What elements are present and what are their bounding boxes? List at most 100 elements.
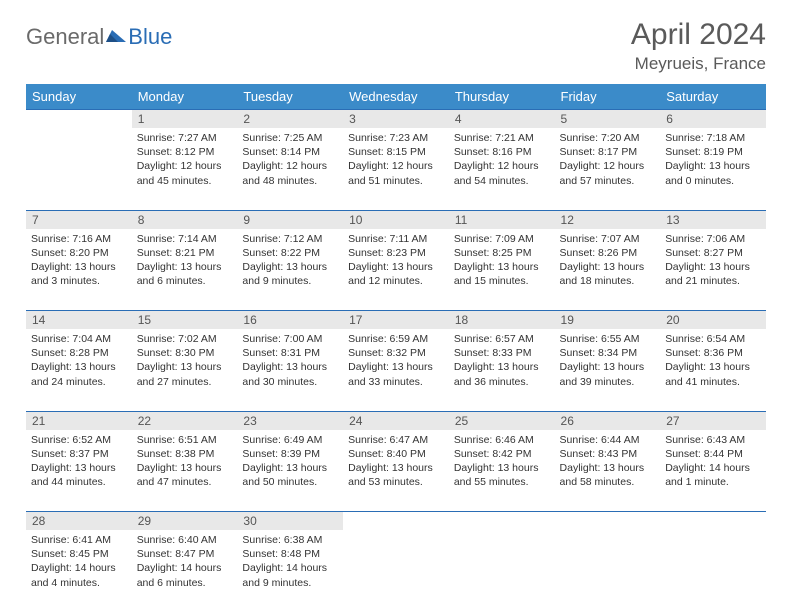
day-content: Sunrise: 6:43 AMSunset: 8:44 PMDaylight:…	[660, 430, 766, 496]
day-number-cell: 26	[555, 411, 661, 430]
weekday-header: Tuesday	[237, 84, 343, 110]
day-number-cell: 13	[660, 210, 766, 229]
day-number-cell: 20	[660, 311, 766, 330]
day-content: Sunrise: 7:11 AMSunset: 8:23 PMDaylight:…	[343, 229, 449, 295]
sunrise-text: Sunrise: 6:46 AM	[454, 433, 550, 447]
day-number-cell: 24	[343, 411, 449, 430]
day-cell: Sunrise: 6:47 AMSunset: 8:40 PMDaylight:…	[343, 430, 449, 512]
sunset-text: Sunset: 8:28 PM	[31, 346, 127, 360]
sunrise-text: Sunrise: 6:38 AM	[242, 533, 338, 547]
sunrise-text: Sunrise: 6:40 AM	[137, 533, 233, 547]
day-content: Sunrise: 7:25 AMSunset: 8:14 PMDaylight:…	[237, 128, 343, 194]
day-number-cell: 7	[26, 210, 132, 229]
day-number-cell: 10	[343, 210, 449, 229]
day-cell: Sunrise: 7:02 AMSunset: 8:30 PMDaylight:…	[132, 329, 238, 411]
day-cell: Sunrise: 6:43 AMSunset: 8:44 PMDaylight:…	[660, 430, 766, 512]
sunset-text: Sunset: 8:45 PM	[31, 547, 127, 561]
daylight-text: Daylight: 13 hours and 9 minutes.	[242, 260, 338, 288]
sunrise-text: Sunrise: 6:52 AM	[31, 433, 127, 447]
day-cell: Sunrise: 7:09 AMSunset: 8:25 PMDaylight:…	[449, 229, 555, 311]
sunrise-text: Sunrise: 6:43 AM	[665, 433, 761, 447]
day-number-cell: 1	[132, 110, 238, 129]
sunrise-text: Sunrise: 7:16 AM	[31, 232, 127, 246]
daylight-text: Daylight: 13 hours and 15 minutes.	[454, 260, 550, 288]
day-number-cell: 19	[555, 311, 661, 330]
sunrise-text: Sunrise: 7:12 AM	[242, 232, 338, 246]
sunrise-text: Sunrise: 6:41 AM	[31, 533, 127, 547]
day-cell: Sunrise: 6:54 AMSunset: 8:36 PMDaylight:…	[660, 329, 766, 411]
day-content: Sunrise: 6:59 AMSunset: 8:32 PMDaylight:…	[343, 329, 449, 395]
sunrise-text: Sunrise: 7:21 AM	[454, 131, 550, 145]
day-number: 30	[237, 512, 343, 530]
day-content: Sunrise: 7:27 AMSunset: 8:12 PMDaylight:…	[132, 128, 238, 194]
month-title: April 2024	[631, 18, 766, 52]
day-content: Sunrise: 6:47 AMSunset: 8:40 PMDaylight:…	[343, 430, 449, 496]
sunrise-text: Sunrise: 6:57 AM	[454, 332, 550, 346]
daylight-text: Daylight: 13 hours and 24 minutes.	[31, 360, 127, 388]
day-number: 20	[660, 311, 766, 329]
sunset-text: Sunset: 8:40 PM	[348, 447, 444, 461]
daylight-text: Daylight: 13 hours and 36 minutes.	[454, 360, 550, 388]
sunset-text: Sunset: 8:37 PM	[31, 447, 127, 461]
day-cell: Sunrise: 7:25 AMSunset: 8:14 PMDaylight:…	[237, 128, 343, 210]
day-number-cell	[555, 512, 661, 531]
day-number-cell: 11	[449, 210, 555, 229]
daylight-text: Daylight: 13 hours and 55 minutes.	[454, 461, 550, 489]
daylight-text: Daylight: 13 hours and 44 minutes.	[31, 461, 127, 489]
daylight-text: Daylight: 13 hours and 53 minutes.	[348, 461, 444, 489]
daylight-text: Daylight: 12 hours and 57 minutes.	[560, 159, 656, 187]
day-number: 2	[237, 110, 343, 128]
day-content: Sunrise: 6:44 AMSunset: 8:43 PMDaylight:…	[555, 430, 661, 496]
sunrise-text: Sunrise: 7:11 AM	[348, 232, 444, 246]
day-cell: Sunrise: 6:59 AMSunset: 8:32 PMDaylight:…	[343, 329, 449, 411]
day-number-cell: 8	[132, 210, 238, 229]
day-number-cell: 17	[343, 311, 449, 330]
day-number: 10	[343, 211, 449, 229]
day-number-cell: 16	[237, 311, 343, 330]
sunset-text: Sunset: 8:26 PM	[560, 246, 656, 260]
day-content: Sunrise: 7:12 AMSunset: 8:22 PMDaylight:…	[237, 229, 343, 295]
day-content: Sunrise: 6:55 AMSunset: 8:34 PMDaylight:…	[555, 329, 661, 395]
day-number: 21	[26, 412, 132, 430]
day-content: Sunrise: 7:07 AMSunset: 8:26 PMDaylight:…	[555, 229, 661, 295]
day-content: Sunrise: 6:51 AMSunset: 8:38 PMDaylight:…	[132, 430, 238, 496]
day-content: Sunrise: 6:46 AMSunset: 8:42 PMDaylight:…	[449, 430, 555, 496]
day-content: Sunrise: 6:54 AMSunset: 8:36 PMDaylight:…	[660, 329, 766, 395]
day-number-cell: 27	[660, 411, 766, 430]
daylight-text: Daylight: 13 hours and 39 minutes.	[560, 360, 656, 388]
sunset-text: Sunset: 8:42 PM	[454, 447, 550, 461]
sunset-text: Sunset: 8:20 PM	[31, 246, 127, 260]
day-content: Sunrise: 7:04 AMSunset: 8:28 PMDaylight:…	[26, 329, 132, 395]
daylight-text: Daylight: 13 hours and 21 minutes.	[665, 260, 761, 288]
day-content: Sunrise: 7:14 AMSunset: 8:21 PMDaylight:…	[132, 229, 238, 295]
day-number: 3	[343, 110, 449, 128]
day-cell: Sunrise: 6:52 AMSunset: 8:37 PMDaylight:…	[26, 430, 132, 512]
day-cell: Sunrise: 7:23 AMSunset: 8:15 PMDaylight:…	[343, 128, 449, 210]
day-number-cell: 28	[26, 512, 132, 531]
day-number: 24	[343, 412, 449, 430]
day-content: Sunrise: 6:52 AMSunset: 8:37 PMDaylight:…	[26, 430, 132, 496]
daylight-text: Daylight: 12 hours and 54 minutes.	[454, 159, 550, 187]
day-number-cell: 3	[343, 110, 449, 129]
daylight-text: Daylight: 13 hours and 18 minutes.	[560, 260, 656, 288]
sunset-text: Sunset: 8:23 PM	[348, 246, 444, 260]
weekday-header: Wednesday	[343, 84, 449, 110]
sunrise-text: Sunrise: 7:27 AM	[137, 131, 233, 145]
sunset-text: Sunset: 8:39 PM	[242, 447, 338, 461]
day-content: Sunrise: 6:57 AMSunset: 8:33 PMDaylight:…	[449, 329, 555, 395]
day-cell: Sunrise: 7:06 AMSunset: 8:27 PMDaylight:…	[660, 229, 766, 311]
sunrise-text: Sunrise: 7:14 AM	[137, 232, 233, 246]
day-cell: Sunrise: 7:12 AMSunset: 8:22 PMDaylight:…	[237, 229, 343, 311]
sunset-text: Sunset: 8:38 PM	[137, 447, 233, 461]
day-cell: Sunrise: 6:40 AMSunset: 8:47 PMDaylight:…	[132, 530, 238, 612]
sunrise-text: Sunrise: 7:00 AM	[242, 332, 338, 346]
day-number-cell	[343, 512, 449, 531]
daylight-text: Daylight: 12 hours and 51 minutes.	[348, 159, 444, 187]
day-number: 4	[449, 110, 555, 128]
sunset-text: Sunset: 8:47 PM	[137, 547, 233, 561]
sunset-text: Sunset: 8:17 PM	[560, 145, 656, 159]
sunrise-text: Sunrise: 7:02 AM	[137, 332, 233, 346]
day-cell: Sunrise: 6:38 AMSunset: 8:48 PMDaylight:…	[237, 530, 343, 612]
day-cell: Sunrise: 6:55 AMSunset: 8:34 PMDaylight:…	[555, 329, 661, 411]
day-content: Sunrise: 7:09 AMSunset: 8:25 PMDaylight:…	[449, 229, 555, 295]
